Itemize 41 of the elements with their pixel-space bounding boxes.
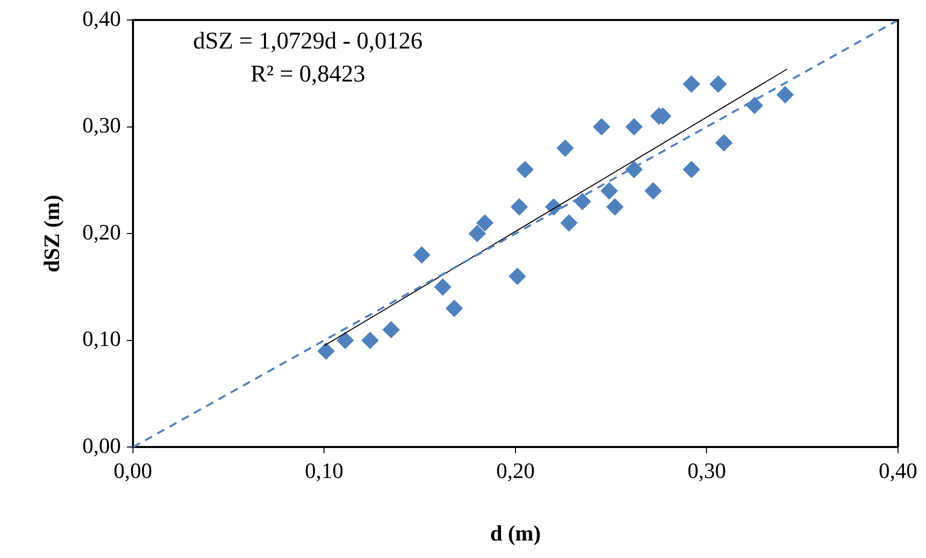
y-tick-label: 0,10: [82, 326, 121, 352]
point: [434, 278, 452, 296]
x-axis-title: d (m): [490, 520, 541, 546]
point: [510, 198, 528, 216]
x-tick-label: 0,00: [114, 458, 152, 484]
point: [516, 161, 534, 178]
point: [413, 246, 430, 264]
point: [776, 86, 794, 104]
point: [574, 193, 591, 210]
point: [362, 332, 379, 349]
x-tick-label: 0,30: [687, 458, 726, 484]
y-axis-title: dSZ (m): [38, 194, 64, 272]
y-tick-label: 0,30: [82, 112, 121, 138]
y-tick-label: 0,40: [82, 6, 121, 31]
y-tick-label: 0,20: [82, 219, 121, 244]
point: [508, 268, 526, 285]
point: [476, 214, 494, 232]
point: [715, 134, 732, 152]
point: [446, 300, 463, 317]
annotation: R² = 0,8423: [250, 61, 366, 88]
point: [746, 96, 764, 114]
point: [318, 342, 335, 360]
x-tick-label: 0,20: [496, 458, 535, 484]
point: [468, 225, 486, 242]
point: [336, 332, 354, 349]
x-tick-label: 0,10: [304, 458, 344, 484]
point: [626, 118, 643, 136]
point: [382, 321, 400, 338]
x-tick-label: 0,40: [878, 458, 918, 484]
point: [556, 140, 574, 157]
annotation: dSZ = 1,0729d - 0,0126: [193, 28, 423, 54]
point: [644, 182, 662, 200]
point: [682, 161, 700, 178]
point: [606, 198, 624, 216]
point: [626, 161, 643, 178]
point: [600, 182, 618, 200]
point: [682, 76, 700, 93]
point: [560, 214, 578, 232]
point: [710, 76, 727, 93]
y-tick-label: 0,00: [82, 432, 121, 458]
point: [593, 118, 610, 136]
